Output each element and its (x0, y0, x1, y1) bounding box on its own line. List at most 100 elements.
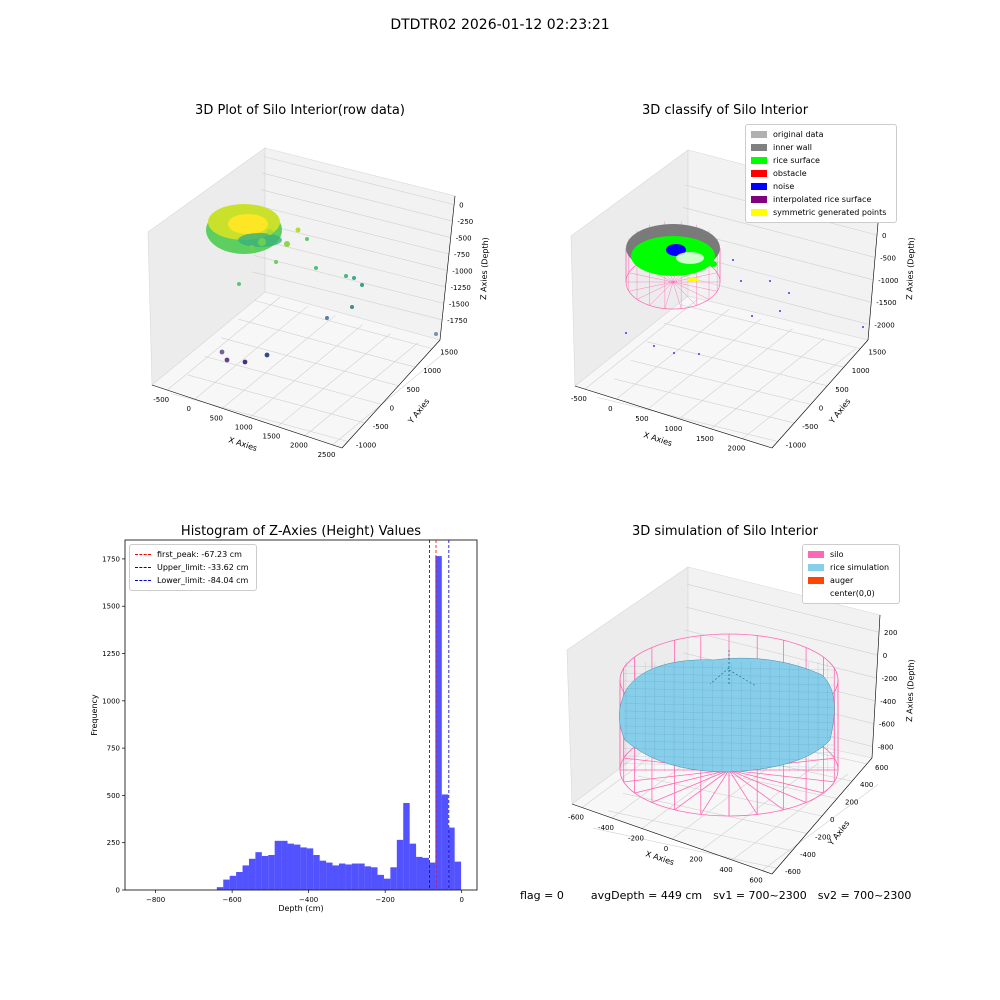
p2-ytick: 0 (819, 404, 823, 412)
panel4-axis-lines (571, 614, 881, 875)
p1-xtick: 1500 (262, 433, 280, 441)
p4-xtick: -400 (598, 824, 614, 832)
legend-swatch (751, 170, 767, 177)
panel2-noise-point (862, 326, 864, 328)
panel3-histogram: −800 −600 −400 −200 0 0 250 500 750 1000 1250 1500… (90, 539, 478, 913)
p1-ztick: -1250 (451, 284, 471, 292)
p2-ztick: -500 (880, 254, 896, 262)
histogram-ytick: 500 (107, 792, 120, 800)
p2-ytick: -500 (802, 423, 818, 431)
panel1-ylabel: Y Axies (406, 397, 432, 426)
panel1-point (258, 238, 266, 246)
legend-swatch (751, 131, 767, 138)
histogram-bar (435, 556, 442, 890)
panel3-legend: first_peak: -67.23 cm Upper_limit: -33.62… (129, 544, 257, 591)
histogram-bar (454, 861, 462, 890)
p2-ztick: -1000 (878, 277, 898, 285)
p4-ytick: 600 (875, 764, 888, 772)
histogram-bar (306, 848, 314, 890)
histogram-bar (326, 862, 333, 890)
histogram-bar (416, 856, 423, 890)
legend-label: symmetric generated points (773, 208, 887, 217)
legend-label: first_peak: -67.23 cm (157, 550, 242, 559)
p4-ytick: 400 (860, 781, 873, 789)
panel2-title: 3D classify of Silo Interior (641, 103, 809, 118)
histogram-bar (229, 875, 237, 890)
p1-xtick: 2000 (290, 442, 308, 450)
footer-status: flag = 0 avgDepth = 449 cm sv1 = 700~230… (520, 889, 911, 902)
histogram-ytick: 1750 (102, 555, 120, 563)
p2-xtick: 2000 (728, 445, 746, 453)
panel2-noise-point (788, 292, 790, 294)
histogram-bar (332, 865, 339, 890)
sv2-text: sv2 = 700~2300 (817, 889, 912, 902)
panel1-point (352, 276, 356, 280)
panel2-legend: original data inner wall rice surface obsta… (745, 124, 897, 223)
histogram-bar (216, 887, 224, 890)
histogram-bar (422, 857, 429, 890)
avg-depth-text: avgDepth = 449 cm (590, 889, 703, 902)
p1-xtick: 0 (187, 405, 191, 413)
legend-label: Upper_limit: -33.62 cm (157, 563, 249, 572)
legend-item: rice simulation (808, 561, 894, 574)
p2-ytick: 500 (835, 386, 848, 394)
panel1-rice-core (228, 214, 268, 234)
histogram-ytick: 0 (116, 887, 120, 895)
histogram-bar (448, 827, 455, 890)
legend-label: original data (773, 130, 824, 139)
p4-ytick: -600 (785, 868, 801, 876)
legend-item: obstacle (751, 167, 891, 180)
histogram-bar (255, 852, 262, 890)
panel2-xlabel: X Axies (642, 430, 673, 448)
histogram-bar (441, 794, 449, 890)
histogram-bar (351, 863, 359, 890)
p1-ytick: 1500 (440, 349, 458, 357)
legend-label: rice simulation (830, 563, 890, 572)
histogram-bar (242, 865, 249, 890)
p1-ztick: -1500 (449, 300, 469, 308)
legend-label: noise (773, 182, 795, 191)
panel1-point (325, 316, 329, 320)
panel4-zlabel: Z Axies (Depth) (905, 659, 916, 722)
p1-ztick: -1000 (452, 267, 472, 275)
histogram-ytick: 750 (107, 745, 120, 753)
panel2-noise-point (740, 280, 742, 282)
p1-ztick: -250 (457, 218, 473, 226)
legend-item: original data (751, 128, 891, 141)
histogram-bar (409, 843, 417, 890)
panel2-symmetric-points (687, 278, 699, 282)
histogram-bar (428, 862, 436, 890)
legend-label: interpolated rice surface (773, 195, 872, 204)
histogram-bar (345, 864, 352, 890)
histogram-bar (319, 860, 327, 890)
legend-label: inner wall (773, 143, 813, 152)
panel2-noise-point (779, 310, 781, 312)
legend-item: Lower_limit: -84.04 cm (135, 574, 251, 587)
panel2-zlabel: Z Axies (Depth) (905, 237, 916, 300)
histogram-bar (281, 840, 288, 890)
p4-ztick: -400 (880, 698, 896, 706)
histogram-bar (300, 847, 307, 890)
p2-xtick: 500 (635, 415, 648, 423)
panel2-noise-point (625, 332, 627, 334)
figure-suptitle: DTDTR02 2026-01-12 02:23:21 (390, 17, 610, 33)
panel4-xlabel: X Axies (644, 849, 675, 867)
panel1-xlabel: X Axies (227, 435, 258, 453)
histogram-bar (396, 839, 404, 890)
panel1-point (242, 359, 248, 365)
legend-line (135, 554, 151, 555)
histogram-xtick: 0 (459, 896, 463, 904)
panel1-axis-lines (151, 195, 456, 449)
p1-ytick: 0 (390, 404, 394, 412)
panel3-plot-area (124, 539, 478, 891)
panel2-noise-point (673, 352, 675, 354)
p4-xtick: -200 (628, 835, 644, 843)
legend-item: noise (751, 180, 891, 193)
panel2-noise-point (653, 345, 655, 347)
panel2-noise-point (769, 280, 771, 282)
p2-xtick: -500 (571, 395, 587, 403)
histogram-xtick: −800 (146, 896, 165, 904)
legend-item: silo (808, 548, 894, 561)
p1-ztick: -750 (454, 251, 470, 259)
panel3-title: Histogram of Z-Axies (Height) Values (180, 524, 422, 539)
